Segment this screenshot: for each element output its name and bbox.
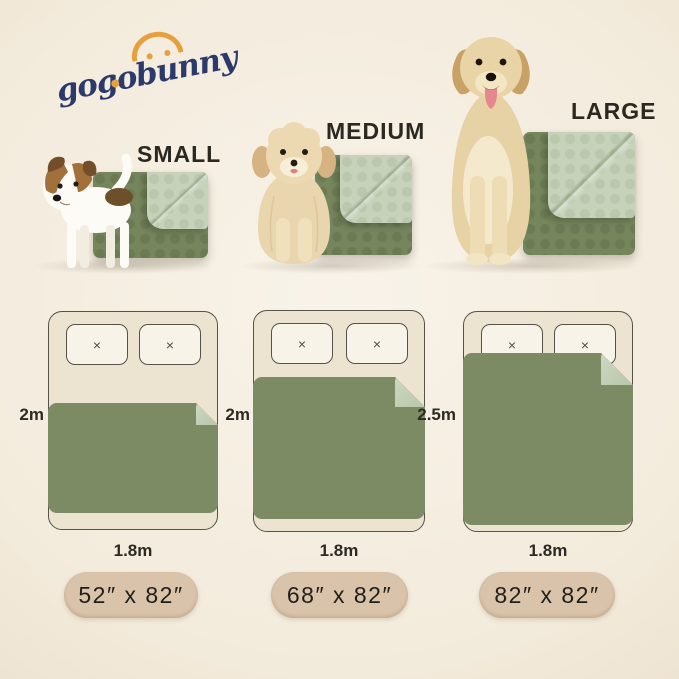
dog-photo-fluffy-cream-puppy bbox=[252, 122, 336, 264]
size-badge-small: 52″ x 82″ bbox=[64, 572, 198, 618]
dog-head bbox=[252, 122, 336, 184]
size-badge-large: 82″ x 82″ bbox=[479, 572, 615, 618]
blanket-overlay-large bbox=[463, 353, 633, 525]
dog-head bbox=[452, 37, 530, 109]
pillow-stitch-icon: × bbox=[165, 336, 175, 353]
brand-logo: gogobunny bbox=[49, 21, 240, 139]
dog-photo-golden-retriever bbox=[451, 37, 531, 265]
size-badge-medium: 68″ x 82″ bbox=[271, 572, 408, 618]
bed-width-label-small: 1.8m bbox=[113, 541, 153, 560]
dog-head bbox=[43, 156, 97, 211]
size-badge-text: 68″ x 82″ bbox=[286, 581, 393, 608]
blanket-overlay-small bbox=[48, 403, 218, 513]
blanket-corner-fold-icon bbox=[601, 353, 633, 385]
size-title-small: SMALL bbox=[137, 141, 222, 167]
size-badge-text: 52″ x 82″ bbox=[78, 581, 184, 608]
dog-body bbox=[61, 153, 133, 268]
blanket-folded-corner bbox=[340, 155, 412, 223]
pillow: × bbox=[139, 324, 201, 365]
blanket-corner-fold-icon bbox=[395, 377, 425, 407]
blanket-overlay-medium bbox=[253, 377, 425, 519]
bed-diagram-medium: × × bbox=[253, 310, 425, 532]
size-title-large: LARGE bbox=[571, 98, 657, 124]
dog-body bbox=[451, 90, 531, 265]
size-badge-text: 82″ x 82″ bbox=[494, 581, 600, 608]
pillow-stitch-icon: × bbox=[372, 335, 382, 352]
bed-diagram-large: × × bbox=[463, 311, 633, 532]
pillow: × bbox=[271, 323, 333, 364]
pillow: × bbox=[346, 323, 408, 364]
blanket-photo-large bbox=[523, 132, 635, 255]
blanket-folded-corner bbox=[547, 132, 635, 219]
dog-photo-jack-russell-puppy bbox=[43, 153, 133, 268]
bed-width-label-medium: 1.8m bbox=[319, 541, 359, 560]
pillow-stitch-icon: × bbox=[580, 336, 590, 353]
pillow-stitch-icon: × bbox=[297, 335, 307, 352]
bed-width-label-large: 1.8m bbox=[528, 541, 568, 560]
pillow-stitch-icon: × bbox=[92, 336, 102, 353]
bed-height-label-medium: 2m bbox=[225, 405, 250, 424]
bed-height-label-small: 2m bbox=[19, 405, 44, 424]
blanket-folded-corner bbox=[147, 172, 208, 229]
size-title-medium: MEDIUM bbox=[326, 118, 426, 144]
pillow: × bbox=[66, 324, 128, 365]
bed-height-label-large: 2.5m bbox=[417, 405, 456, 424]
pillow-stitch-icon: × bbox=[507, 336, 517, 353]
bed-diagram-small: × × bbox=[48, 311, 218, 530]
dog-body bbox=[258, 172, 330, 264]
